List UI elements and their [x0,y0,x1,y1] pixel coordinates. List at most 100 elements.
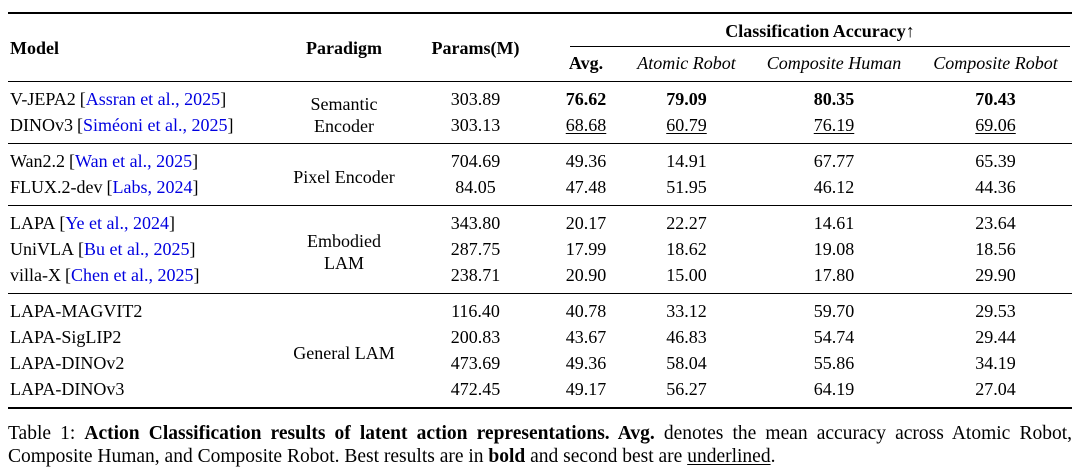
table-body: V-JEPA2 [Assran et al., 2025] Semantic Enc… [8,81,1073,408]
table-row: LAPA-SigLIP2 200.83 43.67 46.83 54.74 29.44 [8,324,1072,350]
accuracy-value: 59.70 [749,293,919,324]
column-header-composite-robot: Composite Robot [933,53,1058,73]
model-name: LAPA [10,213,56,233]
citation-link[interactable]: Bu et al., 2025 [84,239,190,259]
caption-segment: underlined [687,446,771,467]
model-cell: LAPA-SigLIP2 [8,324,285,350]
params-value: 287.75 [450,239,501,259]
citation-link[interactable]: Assran et al., 2025 [85,89,221,109]
citation-bracket-open: [ [69,151,76,171]
model-cell: villa-X [Chen et al., 2025] [8,262,285,294]
citation-bracket-close: ] [220,89,227,109]
column-header-avg: Avg. [568,53,604,73]
accuracy-value: 40.78 [548,293,624,324]
accuracy-value: 49.17 [565,379,607,399]
caption-segment: Action Classification results of latent … [84,423,655,444]
accuracy-value: 54.74 [813,327,855,347]
accuracy-value: 80.35 [749,81,919,112]
accuracy-value: 51.95 [666,177,707,197]
citation-link[interactable]: Ye et al., 2024 [65,213,170,233]
group-header-rule: Classification Accuracy↑ [570,20,1071,47]
column-header-model: Model [10,37,59,58]
model-name: UniVLA [10,239,74,259]
citation-bracket-open: [ [59,213,66,233]
accuracy-value: 15.00 [666,265,707,285]
table-row: villa-X [Chen et al., 2025] 238.71 20.90 15.… [8,262,1072,294]
results-table: Model Paradigm Params(M) Classification … [8,12,1073,409]
citation-bracket-close: ] [193,265,200,285]
params-value: 238.71 [450,265,501,285]
citation-bracket-close: ] [169,213,176,233]
accuracy-value: 18.56 [975,239,1016,259]
accuracy-value: 67.77 [749,143,919,174]
caption-segment: . [770,446,776,467]
table-header: Model Paradigm Params(M) Classification … [8,13,1073,82]
accuracy-value: 56.27 [666,379,707,399]
accuracy-value: 46.83 [666,327,707,347]
params-value: 704.69 [403,143,548,174]
table-row: UniVLA [Bu et al., 2025] 287.75 17.99 18.62 1… [8,236,1072,262]
params-value: 303.89 [403,81,548,112]
citation-bracket-open: [ [79,89,86,109]
model-cell: LAPA-DINOv3 [8,376,285,408]
model-name: Wan2.2 [10,151,66,171]
params-value: 84.05 [455,177,496,197]
accuracy-value: 47.48 [565,177,607,197]
model-cell: LAPA [Ye et al., 2024] [8,205,285,236]
accuracy-value: 60.79 [666,115,707,135]
accuracy-value: 55.86 [813,353,855,373]
citation-link[interactable]: Wan et al., 2025 [75,151,193,171]
table-row: LAPA-DINOv3 472.45 49.17 56.27 64.19 27.04 [8,376,1072,408]
model-name: LAPA-DINOv2 [10,353,125,373]
model-name: LAPA-SigLIP2 [10,327,122,347]
accuracy-value: 29.44 [975,327,1016,347]
model-cell: Wan2.2 [Wan et al., 2025] [8,143,285,174]
citation-bracket-close: ] [192,151,199,171]
citation-bracket-open: [ [106,177,113,197]
accuracy-value: 65.39 [919,143,1073,174]
citation-link[interactable]: Siméoni et al., 2025 [83,115,228,135]
accuracy-value: 46.12 [813,177,855,197]
paradigm-cell: Embodied LAM [285,205,403,294]
header-row-top: Model Paradigm Params(M) Classification … [8,13,1072,58]
accuracy-value: 23.64 [919,205,1073,236]
table-caption: Table 1: Action Classification results o… [8,422,1072,468]
group-header-label: Classification Accuracy↑ [725,21,915,41]
accuracy-value: 29.53 [919,293,1073,324]
model-name: V-JEPA2 [10,89,76,109]
params-value: 343.80 [403,205,548,236]
accuracy-value: 14.61 [749,205,919,236]
model-cell: LAPA-MAGVIT2 [8,293,285,324]
caption-segment: bold [488,446,526,467]
accuracy-value: 27.04 [975,379,1016,399]
accuracy-value: 22.27 [624,205,749,236]
params-value: 116.40 [403,293,548,324]
column-group-header: Classification Accuracy↑ [548,13,1072,47]
accuracy-value: 68.68 [565,115,607,135]
model-cell: UniVLA [Bu et al., 2025] [8,236,285,262]
column-header-paradigm: Paradigm [306,37,382,58]
accuracy-value: 49.36 [565,353,607,373]
accuracy-value: 34.19 [975,353,1016,373]
column-header-composite-human: Composite Human [766,53,902,73]
model-cell: DINOv3 [Siméoni et al., 2025] [8,112,285,144]
params-value: 303.13 [450,115,501,135]
table-row: LAPA [Ye et al., 2024] Embodied LAM 343.80 2… [8,205,1073,294]
paradigm-cell: Semantic Encoder [285,81,403,144]
citation-bracket-close: ] [192,177,199,197]
table-row: LAPA-MAGVIT2 General LAM 116.40 40.78 33.12 5… [8,293,1073,408]
citation-link[interactable]: Labs, 2024 [112,177,193,197]
model-name: LAPA-MAGVIT2 [10,301,143,321]
accuracy-value: 70.43 [919,81,1073,112]
table-row: DINOv3 [Siméoni et al., 2025] 303.13 68.68 6… [8,112,1072,144]
citation-link[interactable]: Chen et al., 2025 [71,265,194,285]
accuracy-value: 17.99 [565,239,607,259]
model-name: DINOv3 [10,115,73,135]
accuracy-value: 29.90 [975,265,1016,285]
caption-segment: Table 1: [8,423,85,444]
accuracy-value: 20.17 [548,205,624,236]
caption-segment: denotes the mean accuracy across Atomic … [8,423,1072,467]
citation-bracket-close: ] [189,239,196,259]
accuracy-value: 79.09 [624,81,749,112]
